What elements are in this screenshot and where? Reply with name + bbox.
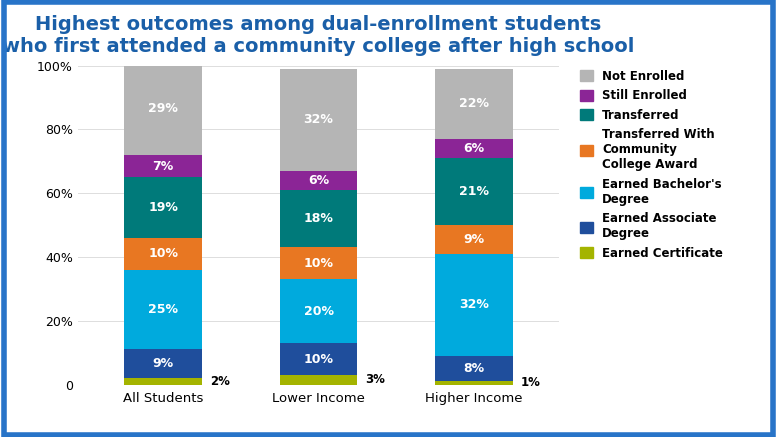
- Text: 19%: 19%: [148, 201, 178, 214]
- Text: 3%: 3%: [365, 373, 385, 386]
- Text: 21%: 21%: [459, 185, 489, 198]
- Bar: [435, 139, 513, 158]
- Bar: [280, 190, 357, 247]
- Text: 6%: 6%: [308, 174, 329, 187]
- Text: 7%: 7%: [152, 160, 174, 173]
- Bar: [435, 158, 513, 225]
- Bar: [124, 155, 202, 177]
- Bar: [280, 375, 357, 385]
- Bar: [280, 171, 357, 190]
- Bar: [280, 247, 357, 279]
- Title: Highest outcomes among dual-enrollment students
who first attended a community c: Highest outcomes among dual-enrollment s…: [2, 15, 635, 55]
- Bar: [435, 382, 513, 385]
- Bar: [435, 254, 513, 356]
- Text: 25%: 25%: [148, 303, 178, 316]
- Text: 9%: 9%: [463, 233, 485, 246]
- Bar: [280, 279, 357, 343]
- Text: 32%: 32%: [459, 298, 489, 311]
- Bar: [435, 356, 513, 382]
- Text: 1%: 1%: [521, 376, 541, 389]
- Text: 32%: 32%: [304, 113, 333, 126]
- Text: 20%: 20%: [304, 305, 333, 318]
- Text: 8%: 8%: [463, 362, 485, 375]
- Bar: [124, 177, 202, 238]
- Bar: [124, 350, 202, 378]
- Legend: Not Enrolled, Still Enrolled, Transferred, Transferred With
Community
College Aw: Not Enrolled, Still Enrolled, Transferre…: [575, 65, 728, 264]
- Text: 10%: 10%: [304, 257, 333, 270]
- Text: 22%: 22%: [459, 97, 489, 110]
- Bar: [435, 225, 513, 254]
- Bar: [124, 62, 202, 155]
- Text: 18%: 18%: [304, 212, 333, 225]
- Text: 6%: 6%: [463, 142, 485, 155]
- Text: 10%: 10%: [304, 353, 333, 365]
- Text: 10%: 10%: [148, 247, 178, 260]
- Text: 9%: 9%: [152, 357, 174, 370]
- Bar: [124, 270, 202, 350]
- Bar: [124, 378, 202, 385]
- Bar: [124, 238, 202, 270]
- Bar: [280, 343, 357, 375]
- Text: 2%: 2%: [210, 375, 230, 388]
- Bar: [435, 69, 513, 139]
- Text: 29%: 29%: [148, 102, 178, 115]
- Bar: [280, 69, 357, 171]
